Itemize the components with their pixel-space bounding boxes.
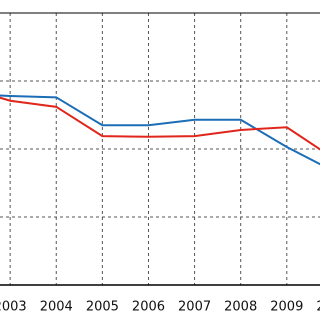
series-line (0, 94, 320, 166)
x-tick-label: 2007 (178, 300, 211, 315)
x-tick-label: 2008 (224, 300, 257, 315)
x-tick-label: 2003 (0, 300, 27, 315)
x-tick-label: 2010 (316, 300, 320, 315)
x-tick-label: 2009 (270, 300, 303, 315)
x-tick-label: 2005 (86, 300, 119, 315)
series-line (0, 96, 320, 151)
x-tick-label: 2006 (132, 300, 165, 315)
x-tick-label: 2004 (40, 300, 73, 315)
